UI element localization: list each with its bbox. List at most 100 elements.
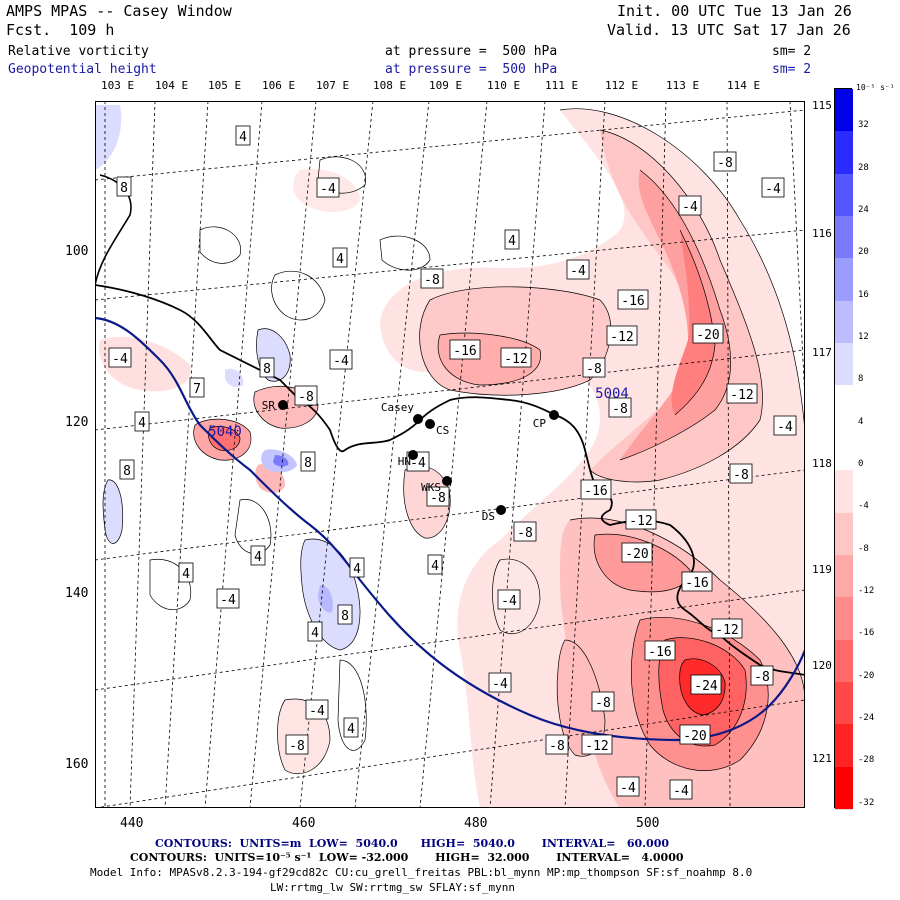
colorbar-segment — [835, 89, 853, 133]
vorticity-label: 4 — [250, 545, 266, 566]
colorbar-segment — [835, 766, 853, 810]
colorbar-tick-label: -24 — [858, 713, 875, 724]
svg-text:-8: -8 — [424, 273, 440, 288]
vorticity-label: 4 — [332, 247, 348, 268]
svg-text:-8: -8 — [733, 468, 749, 483]
colorbar-tick-label: -8 — [858, 543, 869, 554]
vorticity-label: -16 — [580, 479, 612, 500]
forecast-hour: Fcst. 109 h — [6, 21, 115, 39]
vorticity-label: -12 — [581, 734, 613, 755]
lon-label: 107 E — [316, 79, 350, 92]
colorbar-segment — [835, 470, 853, 514]
svg-text:-12: -12 — [585, 739, 608, 754]
vorticity-label: -8 — [713, 151, 737, 172]
svg-text:4: 4 — [336, 252, 344, 267]
svg-text:-4: -4 — [501, 594, 517, 609]
station-name: CS — [436, 424, 449, 437]
vorticity-label: -4 — [329, 349, 353, 370]
lon-label: 113 E — [666, 79, 700, 92]
svg-text:4: 4 — [254, 550, 262, 565]
colorbar-tick-label: -28 — [858, 755, 875, 766]
vorticity-label: -8 — [426, 486, 450, 507]
svg-text:-8: -8 — [717, 156, 733, 171]
svg-text:4: 4 — [182, 567, 190, 582]
svg-text:-12: -12 — [730, 388, 753, 403]
svg-text:4: 4 — [239, 130, 247, 145]
lon-label: 103 E — [101, 79, 135, 92]
vorticity-label: -12 — [606, 325, 638, 346]
vorticity-label: -8 — [750, 665, 774, 686]
station-name: CP — [533, 417, 547, 430]
colorbar-tick-label: 0 — [858, 459, 864, 469]
height-contour-info: CONTOURS: UNITS=m LOW= 5040.0 HIGH= 5040… — [155, 837, 669, 850]
vorticity-label: -12 — [726, 383, 758, 404]
vorticity-label: -8 — [608, 397, 632, 418]
svg-text:-4: -4 — [777, 420, 793, 435]
station-name: HN — [398, 455, 411, 468]
colorbar-segment — [835, 216, 853, 260]
vorticity-label: -8 — [285, 734, 309, 755]
vorticity-label: 4 — [427, 554, 443, 575]
colorbar-tick-label: 8 — [858, 374, 864, 385]
svg-text:-16: -16 — [648, 645, 671, 660]
colorbar-segment — [835, 343, 853, 387]
svg-text:4: 4 — [347, 722, 355, 737]
grid-x-label: 460 — [292, 816, 316, 831]
vorticity-label: -4 — [305, 699, 329, 720]
vorticity-label: 4 — [307, 621, 323, 642]
vorticity-label: -4 — [616, 776, 640, 797]
svg-text:-8: -8 — [289, 739, 305, 754]
svg-text:-4: -4 — [320, 182, 336, 197]
colorbar-tick-label: 4 — [858, 416, 864, 427]
colorbar-segment — [835, 173, 853, 218]
colorbar-tick-label: -12 — [858, 586, 875, 597]
colorbar-segment — [835, 258, 853, 302]
field2-name: Geopotential height — [8, 62, 157, 77]
vorticity-label: -4 — [773, 415, 797, 436]
colorbar-segment — [835, 385, 853, 429]
field1-name: Relative vorticity — [8, 44, 149, 59]
vorticity-label: -8 — [582, 357, 606, 378]
vorticity-label: -8 — [420, 268, 444, 289]
svg-text:-8: -8 — [517, 526, 533, 541]
svg-text:8: 8 — [263, 362, 271, 377]
colorbar-tick-label: -20 — [858, 670, 875, 681]
station-marker: DS — [482, 505, 506, 523]
station-name: SR — [262, 399, 276, 412]
colorbar-segment — [835, 639, 853, 683]
field1-smoothing: sm= 2 — [772, 44, 812, 59]
lon-label: 105 E — [208, 79, 242, 92]
svg-text:-4: -4 — [570, 264, 586, 279]
vorticity-map: 5040 5004 4-88 -4 -4-444-4-8-16-12 -20-16-1… — [95, 101, 805, 808]
colorbar-tick-label: 28 — [858, 162, 869, 173]
svg-text:-4: -4 — [492, 677, 508, 692]
svg-text:-20: -20 — [696, 328, 719, 343]
colorbar-unit: 10⁻⁵ s⁻¹ — [856, 83, 895, 92]
svg-text:7: 7 — [193, 382, 201, 397]
vorticity-label: 8 — [119, 459, 135, 480]
lon-label: 110 E — [487, 79, 521, 92]
svg-text:-16: -16 — [584, 484, 607, 499]
vorticity-label: -12 — [711, 618, 743, 639]
vorticity-label: -4 — [216, 588, 240, 609]
svg-text:8: 8 — [123, 464, 131, 479]
svg-text:-4: -4 — [765, 182, 781, 197]
svg-text:-4: -4 — [309, 704, 325, 719]
svg-text:-8: -8 — [549, 739, 565, 754]
vorticity-label: 4 — [504, 229, 520, 250]
vorticity-label: 7 — [189, 377, 205, 398]
vorticity-label: -24 — [690, 674, 722, 695]
vorticity-label: 4 — [343, 717, 359, 738]
vorticity-label: 8 — [337, 604, 353, 625]
height-label: 5040 — [208, 424, 242, 440]
colorbar-tick-label: 12 — [858, 331, 869, 342]
svg-text:-8: -8 — [612, 402, 628, 417]
map-title: AMPS MPAS -- Casey Window — [6, 2, 232, 20]
vorticity-label: -4 — [669, 779, 693, 800]
svg-text:-16: -16 — [621, 294, 644, 309]
grid-y-label: 120 — [65, 415, 89, 430]
model-info: Model Info: MPASv8.2.3-194-gf29cd82c CU:… — [90, 866, 753, 879]
colorbar-segment — [835, 512, 853, 556]
svg-text:-24: -24 — [694, 679, 718, 694]
init-time: Init. 00 UTC Tue 13 Jan 26 — [617, 2, 852, 20]
